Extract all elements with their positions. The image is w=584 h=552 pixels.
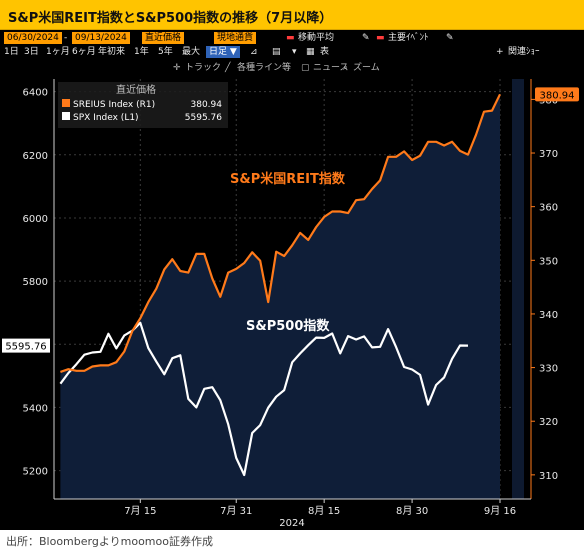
range-1y[interactable]: 1年 — [134, 47, 149, 57]
news-button[interactable]: ニュース — [313, 63, 349, 73]
legend-value-spx: 5595.76 — [185, 113, 222, 123]
bloomberg-chart-panel: 06/30/2024 - 09/13/2024 直近価格 現地通貨 ▬ 移動平均… — [0, 30, 584, 530]
zoom-icon: ⌕ — [343, 63, 349, 73]
news-icon: ▢ — [301, 63, 310, 73]
x-tick-label: 7月 15 — [124, 505, 156, 517]
sreius-line — [60, 93, 501, 373]
right-tick-label: 320 — [539, 417, 558, 428]
right-tick-label: 360 — [539, 203, 558, 214]
legend-swatch-sreius — [62, 99, 70, 107]
range-3d[interactable]: 3日 — [24, 47, 39, 57]
chart-options-icon[interactable]: ▾ — [292, 47, 297, 57]
events-button[interactable]: 主要ｲﾍﾞﾝﾄ — [388, 33, 429, 43]
right-tick-label: 310 — [539, 471, 558, 482]
sreius-area — [60, 94, 500, 499]
left-tick-label: 5200 — [23, 467, 48, 478]
lines-icon: ╱ — [225, 63, 231, 73]
currency-select[interactable]: 現地通貨 — [214, 32, 257, 44]
right-tick-label: 340 — [539, 310, 558, 321]
table-icon: ▦ — [306, 47, 315, 57]
date-separator: - — [64, 33, 68, 43]
track-button[interactable]: トラック — [185, 63, 222, 73]
moving-average-icon: ▬ — [286, 33, 295, 43]
left-tick-label: 5400 — [23, 403, 48, 414]
right-tick-label: 330 — [539, 364, 558, 375]
related-show-icon: + — [496, 47, 504, 57]
right-axis: 310320330340350360370380 — [531, 95, 558, 482]
price-chart[interactable]: 5200540056005800600062006400 31032033034… — [0, 30, 584, 530]
left-tick-label: 6400 — [23, 88, 48, 99]
x-axis: 7月 15 7月 31 8月 15 8月 30 9月 16 — [124, 499, 516, 517]
related-show-button[interactable]: 関連ｼｮｰ — [508, 47, 540, 57]
range-ytd[interactable]: 年初来 — [98, 47, 126, 57]
spx-series-label: S&P500指数 — [246, 318, 330, 334]
current-value-tag-left: 5595.76 — [2, 338, 50, 353]
left-tick-label: 5800 — [23, 277, 48, 288]
toolbar-top: 06/30/2024 - 09/13/2024 直近価格 現地通貨 ▬ 移動平均… — [0, 32, 584, 44]
period-select[interactable]: 日足 ▼ — [206, 46, 240, 58]
current-value-tag-right: 380.94 — [535, 87, 579, 102]
range-1m[interactable]: 1ヶ月 — [46, 47, 70, 57]
legend-header: 直近価格 — [116, 83, 156, 96]
current-value-spx: 5595.76 — [5, 342, 46, 353]
events-icon: ▬ — [376, 33, 385, 43]
legend-value-sreius: 380.94 — [191, 100, 223, 110]
sreius-series-label: S&P米国REIT指数 — [230, 171, 346, 187]
range-5y[interactable]: 5年 — [158, 47, 173, 57]
chart-title: S&P米国REIT指数とS&P500指数の推移（7月以降） — [8, 11, 333, 26]
chart-type-icon[interactable]: ⊿ — [250, 47, 258, 57]
x-axis-year: 2024 — [279, 518, 304, 529]
right-tick-label: 370 — [539, 149, 558, 160]
left-axis: 5200540056005800600062006400 — [23, 88, 48, 478]
date-from-field[interactable]: 06/30/2024 — [4, 32, 62, 44]
x-tick-label: 7月 31 — [220, 505, 252, 517]
table-button[interactable]: 表 — [320, 47, 330, 57]
x-tick-label: 8月 30 — [396, 505, 428, 517]
toolbar-ranges: 1日 3日 1ヶ月 6ヶ月 年初来 1年 5年 最大 日足 ▼ ⊿ ▤ ▾ ▦ … — [0, 46, 584, 58]
range-6m[interactable]: 6ヶ月 — [72, 47, 96, 57]
source-text: 出所：Bloombergよりmoomoo証券作成 — [6, 535, 213, 548]
moving-average-button[interactable]: 移動平均 — [298, 33, 335, 43]
spx-line — [59, 321, 469, 477]
range-max[interactable]: 最大 — [182, 47, 201, 57]
edit-icon[interactable]: ✎ — [362, 33, 370, 43]
date-to-field[interactable]: 09/13/2024 — [72, 32, 130, 44]
right-tick-label: 350 — [539, 256, 558, 267]
toolbar-tools: ✛ トラック ╱ 各種ライン等 ▢ ニュース ⌕ ズーム — [165, 61, 380, 75]
legend-label-spx: SPX Index (L1) — [73, 113, 139, 123]
range-1d[interactable]: 1日 — [4, 47, 19, 57]
legend-swatch-spx — [62, 112, 70, 120]
x-tick-label: 9月 16 — [484, 505, 516, 517]
source-caption: 出所：Bloombergよりmoomoo証券作成 — [6, 533, 213, 549]
track-icon: ✛ — [173, 63, 181, 73]
price-field-select[interactable]: 直近価格 — [142, 32, 185, 44]
legend: 直近価格 SREIUS Index (R1) 380.94 SPX Index … — [58, 82, 228, 128]
x-tick-label: 8月 15 — [308, 505, 340, 517]
lines-button[interactable]: 各種ライン等 — [237, 63, 292, 73]
current-value-sreius: 380.94 — [540, 90, 575, 101]
zoom-button[interactable]: ズーム — [353, 63, 380, 73]
left-tick-label: 6200 — [23, 151, 48, 162]
events-edit-icon[interactable]: ✎ — [446, 33, 454, 43]
legend-label-sreius: SREIUS Index (R1) — [73, 100, 155, 110]
left-tick-label: 6000 — [23, 214, 48, 225]
future-region — [512, 79, 524, 499]
chart-style-icon[interactable]: ▤ — [272, 47, 281, 57]
legend-box — [58, 82, 228, 128]
title-bar: S&P米国REIT指数とS&P500指数の推移（7月以降） — [0, 0, 584, 30]
